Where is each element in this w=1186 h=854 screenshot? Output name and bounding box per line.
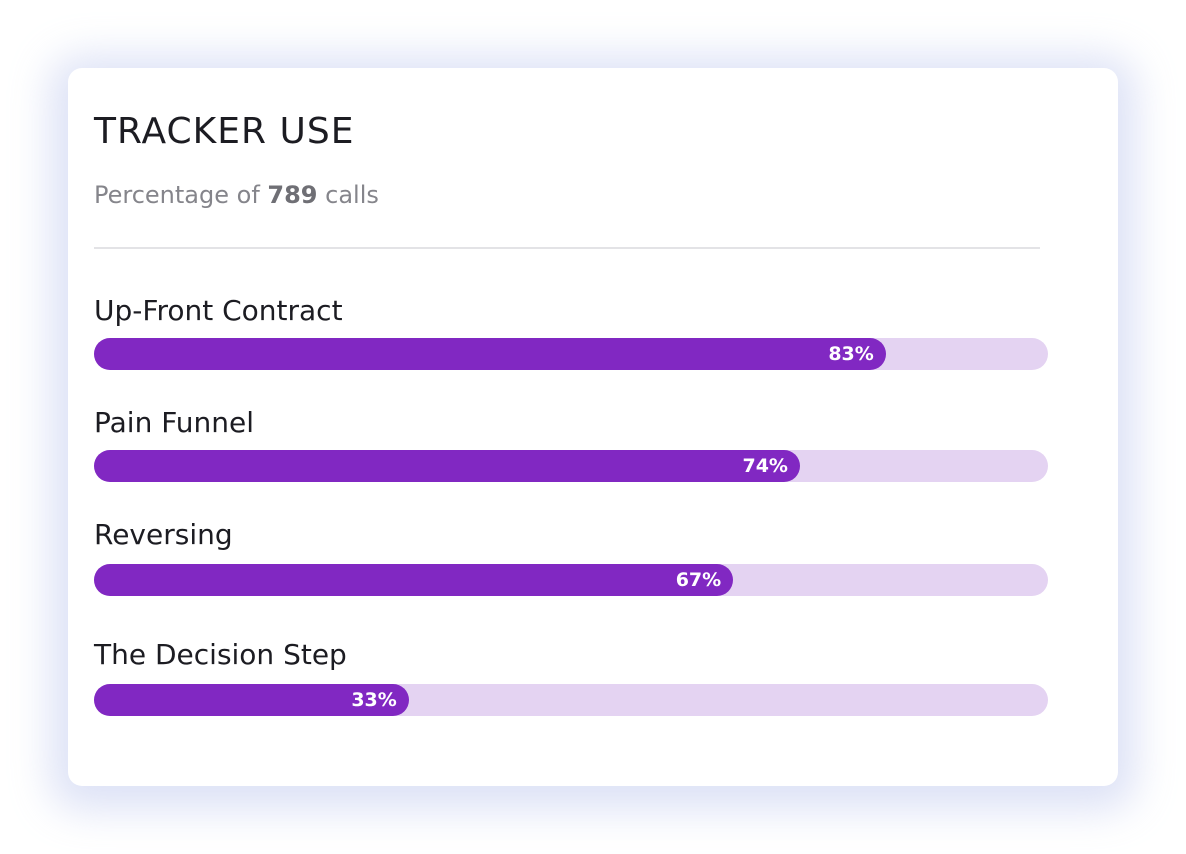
- divider: [94, 247, 1040, 249]
- tracker-percent: 33%: [351, 689, 397, 711]
- card-subtitle: Percentage of 789 calls: [94, 180, 379, 210]
- tracker-bar-fill: 33%: [94, 684, 409, 716]
- tracker-use-card: TRACKER USE Percentage of 789 calls Up-F…: [68, 68, 1118, 786]
- subtitle-suffix: calls: [317, 181, 379, 209]
- tracker-bar-fill: 83%: [94, 338, 886, 370]
- tracker-bar-track: 67%: [94, 564, 1048, 596]
- tracker-up-front-contract: Up-Front Contract 83%: [94, 294, 1048, 370]
- card-title: TRACKER USE: [94, 111, 355, 152]
- tracker-label: Pain Funnel: [94, 406, 255, 439]
- subtitle-prefix: Percentage of: [94, 181, 268, 209]
- tracker-bar-fill: 67%: [94, 564, 734, 596]
- tracker-percent: 83%: [828, 343, 874, 365]
- tracker-label: Reversing: [94, 518, 233, 551]
- tracker-bar-track: 74%: [94, 450, 1048, 482]
- tracker-percent: 67%: [675, 569, 722, 591]
- tracker-label: Up-Front Contract: [94, 294, 343, 327]
- tracker-bar-track: 33%: [94, 684, 1048, 716]
- tracker-reversing: Reversing 67%: [94, 518, 1048, 596]
- tracker-the-decision-step: The Decision Step 33%: [94, 638, 1048, 716]
- tracker-bar-fill: 74%: [94, 450, 800, 482]
- tracker-percent: 74%: [742, 455, 788, 477]
- tracker-bar-track: 83%: [94, 338, 1048, 370]
- tracker-label: The Decision Step: [94, 638, 347, 671]
- call-count: 789: [267, 181, 318, 209]
- tracker-pain-funnel: Pain Funnel 74%: [94, 406, 1048, 482]
